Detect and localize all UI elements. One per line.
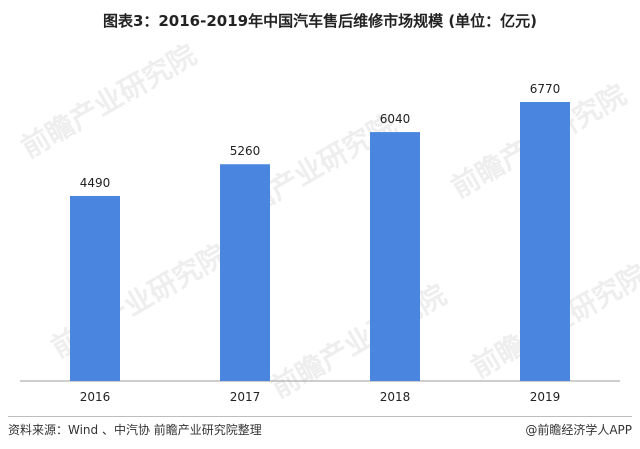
footer-divider	[8, 416, 632, 417]
bar-2016	[70, 195, 120, 381]
x-tick-label-2018: 2018	[380, 390, 411, 404]
data-label-2016: 4490	[80, 176, 111, 190]
bar-2018	[370, 132, 420, 381]
x-tick-label-2016: 2016	[80, 390, 111, 404]
data-label-2019: 6770	[530, 82, 561, 96]
bar-2017	[220, 164, 270, 381]
data-label-2017: 5260	[230, 144, 261, 158]
bar-2019	[520, 102, 570, 381]
data-label-2018: 6040	[380, 112, 411, 126]
x-tick-label-2019: 2019	[530, 390, 561, 404]
x-tick-label-2017: 2017	[230, 390, 261, 404]
chart-title: 图表3：2016-2019年中国汽车售后维修市场规模 (单位：亿元)	[102, 12, 538, 30]
brand-credit: @前瞻经济学人APP	[525, 423, 632, 437]
source-note: 资料来源：Wind 、中汽协 前瞻产业研究院整理	[8, 423, 262, 437]
